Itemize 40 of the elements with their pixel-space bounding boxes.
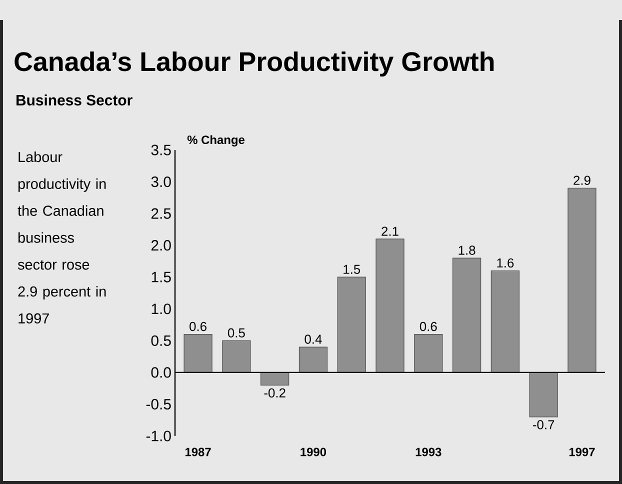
bar [376,238,404,373]
y-tick-label: 2.5 [151,208,171,219]
bar [490,270,520,373]
y-tick-label: 0.5 [151,335,171,346]
bar [222,340,251,373]
x-tick-label: 1993 [416,448,442,456]
data-label: 1.6 [497,258,514,268]
data-label: 1.5 [344,264,360,274]
data-label: 0.6 [420,322,437,332]
y-tick-label: -0.5 [146,398,171,410]
data-label: 2.1 [382,226,398,236]
data-label: -0.2 [264,388,286,398]
y-tick-label: 3.5 [151,144,171,156]
y-tick-label: 2.0 [151,240,171,251]
data-label: 0.6 [190,322,206,332]
data-label: 1.8 [458,246,476,255]
x-tick-label: 1990 [300,448,326,456]
y-tick-label: -1.0 [146,430,171,442]
y-tick-label: 1.0 [152,304,171,314]
bar [337,276,366,373]
y-tick-label: 1.5 [152,272,171,282]
bar [452,258,482,373]
data-label: 0.5 [228,328,245,338]
x-tick-label: 1997 [569,448,595,456]
chart-subtitle: Business Sector [16,94,132,106]
bar [260,372,290,386]
data-label: 2.9 [574,176,590,185]
data-label: -0.7 [533,420,554,430]
chart-title: Canada’s Labour Productivity Growth [14,51,494,77]
bar [298,346,328,373]
bar [184,334,212,373]
bar [529,372,558,418]
x-tick-label: 1987 [185,448,211,456]
y-tick-label: 0.0 [151,367,171,378]
y-axis-title: % Change [187,135,244,146]
bar [414,334,443,373]
data-label: 0.4 [304,334,322,344]
bar [568,188,596,373]
y-tick-label: 3.0 [151,176,171,188]
text: Labour productivity in the Canadian business sector rose 2.9 percent in 1997 [18,152,106,324]
